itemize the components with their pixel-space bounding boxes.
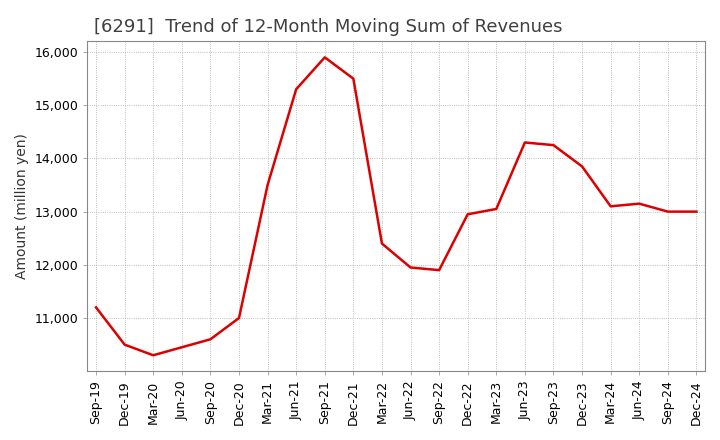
Y-axis label: Amount (million yen): Amount (million yen): [15, 133, 29, 279]
Text: [6291]  Trend of 12-Month Moving Sum of Revenues: [6291] Trend of 12-Month Moving Sum of R…: [94, 18, 562, 36]
